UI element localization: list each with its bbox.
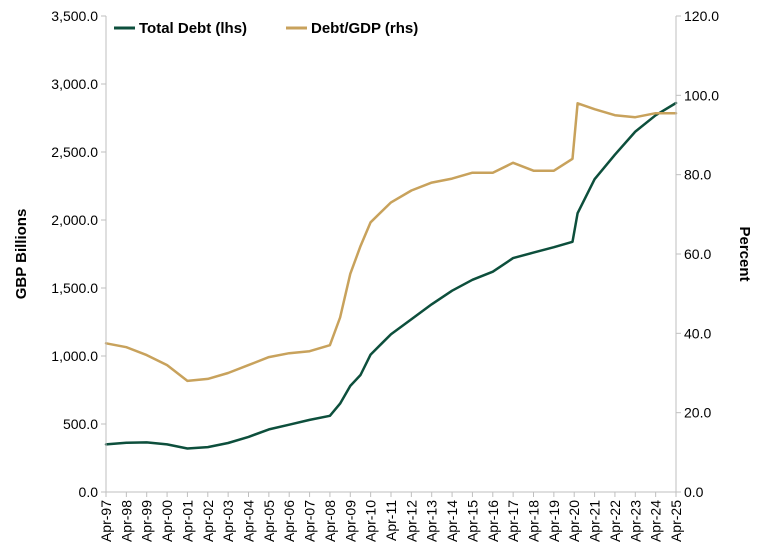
x-axis-tick-label: Apr-06 (281, 500, 297, 542)
left-axis-tick-label: 3,000.0 (51, 76, 98, 92)
left-axis-title: GBP Billions (13, 209, 30, 300)
right-axis-tick-label: 80.0 (684, 167, 711, 183)
x-axis-tick-label: Apr-10 (363, 500, 379, 542)
x-axis-tick-label: Apr-07 (302, 500, 318, 542)
x-axis-tick-label: Apr-01 (179, 500, 195, 542)
x-axis-tick-label: Apr-02 (200, 500, 216, 542)
x-axis-tick-label: Apr-16 (485, 500, 501, 542)
left-axis-tick-label: 1,000.0 (51, 348, 98, 364)
right-axis-tick-label: 0.0 (684, 484, 704, 500)
left-axis-ticks: 0.0 500.0 1,000.0 1,500.0 2,000.0 2,500.0 3,00… (51, 8, 106, 500)
left-axis-tick-label: 1,500.0 (51, 280, 98, 296)
right-axis-tick-label: 60.0 (684, 246, 711, 262)
x-axis-tick-label: Apr-19 (546, 500, 562, 542)
series-lines (104, 101, 678, 450)
x-axis-tick-label: Apr-15 (464, 500, 480, 542)
x-axis-tick-label: Apr-25 (668, 500, 684, 542)
x-axis-tick-label: Apr-22 (607, 500, 623, 542)
x-axis-tick-label: Apr-11 (383, 500, 399, 541)
right-axis-tick-label: 20.0 (684, 405, 711, 421)
debt-gdp-line (104, 102, 678, 383)
x-axis-tick-label: Apr-09 (342, 500, 358, 542)
left-axis-tick-label: 500.0 (63, 416, 98, 432)
x-axis-tick-label: Apr-08 (322, 500, 338, 542)
x-axis-tick-label: Apr-21 (587, 500, 603, 542)
x-axis-tick-label: Apr-23 (627, 500, 643, 542)
x-axis-tick-label: Apr-17 (505, 500, 521, 542)
x-axis-tick-label: Apr-13 (424, 500, 440, 542)
x-axis-tick-label: Apr-12 (403, 500, 419, 542)
x-axis-tick-label: Apr-99 (139, 500, 155, 542)
x-axis-tick-label: Apr-97 (98, 500, 114, 542)
left-axis-tick-label: 0.0 (79, 484, 99, 500)
legend-label-debt-gdp: Debt/GDP (rhs) (311, 20, 418, 37)
x-axis-tick-label: Apr-14 (444, 500, 460, 542)
total-debt-line (104, 101, 678, 450)
right-axis-tick-label: 120.0 (684, 8, 719, 24)
x-axis-tick-label: Apr-98 (118, 500, 134, 542)
x-axis-tick-label: Apr-18 (526, 500, 542, 542)
x-axis-tick-label: Apr-20 (566, 500, 582, 542)
right-axis-tick-label: 100.0 (684, 87, 719, 103)
x-axis-tick-label: Apr-04 (241, 500, 257, 542)
legend: Total Debt (lhs) Debt/GDP (rhs) (114, 20, 418, 37)
x-axis-tick-label: Apr-00 (159, 500, 175, 542)
left-axis-tick-label: 3,500.0 (51, 8, 98, 24)
right-axis-ticks: 0.0 20.0 40.0 60.0 80.0 100.0 120.0 (676, 8, 719, 500)
left-axis-tick-label: 2,500.0 (51, 144, 98, 160)
x-axis-tick-label: Apr-03 (220, 500, 236, 542)
right-axis-tick-label: 40.0 (684, 325, 711, 341)
x-axis-ticks: Apr-97 Apr-98 Apr-99 Apr-00 Apr-01 Apr-02 Apr-… (98, 492, 684, 542)
left-axis-tick-label: 2,000.0 (51, 212, 98, 228)
x-axis-tick-label: Apr-24 (648, 500, 664, 542)
legend-label-total-debt: Total Debt (lhs) (139, 20, 247, 37)
right-axis-title: Percent (736, 226, 753, 281)
x-axis-tick-label: Apr-05 (261, 500, 277, 542)
